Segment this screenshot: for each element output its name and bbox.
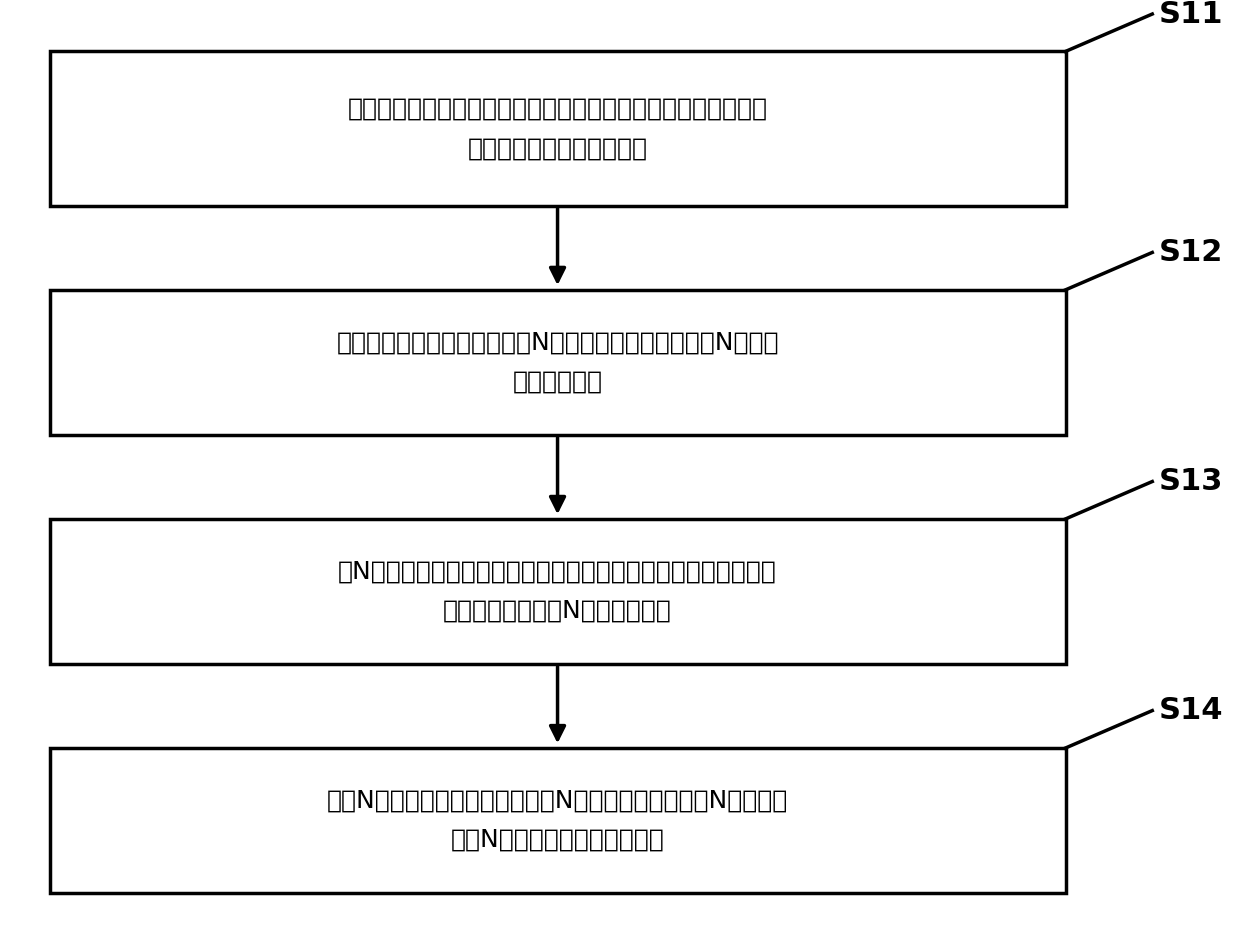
Text: 根据预设的按键压力测试次数N和多个模拟按键组，生成N次按键
压力测试请求: 根据预设的按键压力测试次数N和多个模拟按键组，生成N次按键 压力测试请求 xyxy=(336,331,779,394)
Bar xyxy=(50,748,1066,893)
Text: S11: S11 xyxy=(1158,0,1223,29)
Text: S13: S13 xyxy=(1158,467,1223,496)
Bar xyxy=(50,51,1066,206)
Text: 根据与多个终端设备建立的远程终端协议，获取与多个终端设备
一一对应的多个模拟按键组: 根据与多个终端设备建立的远程终端协议，获取与多个终端设备 一一对应的多个模拟按键… xyxy=(348,97,767,160)
Bar xyxy=(50,519,1066,664)
Text: S12: S12 xyxy=(1158,237,1223,267)
Text: 采集N次按键压力测试请求对应的N次请求数据，并根据N个请求数
据和N个键值组，生成压测数据: 采集N次按键压力测试请求对应的N次请求数据，并根据N个请求数 据和N个键值组，生… xyxy=(327,789,788,852)
Text: 将N次按键压力测试请求发送到终端设备，以使终端设备通过预设
的设备节点，生成N个当前键值组: 将N次按键压力测试请求发送到终端设备，以使终端设备通过预设 的设备节点，生成N个… xyxy=(338,560,777,623)
Bar xyxy=(50,290,1066,435)
Text: S14: S14 xyxy=(1158,696,1223,726)
